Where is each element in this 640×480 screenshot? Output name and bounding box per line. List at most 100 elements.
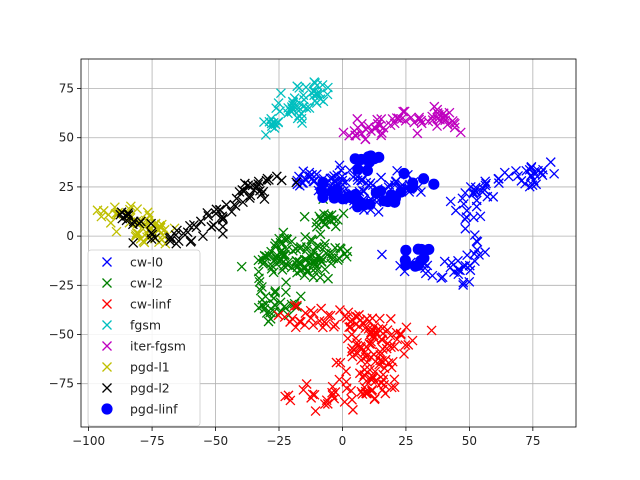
- data-point: [359, 347, 370, 358]
- data-point: [469, 248, 480, 259]
- data-point: [460, 260, 471, 271]
- data-point: [328, 253, 339, 264]
- data-point: [197, 231, 208, 242]
- data-point: [309, 176, 320, 187]
- data-point: [268, 293, 279, 304]
- data-point: [291, 255, 302, 266]
- data-point: [269, 123, 280, 134]
- data-point: [299, 254, 310, 265]
- legend-label-pgd-l2: pgd-l2: [130, 381, 170, 396]
- data-point: [493, 178, 504, 189]
- data-point: [325, 310, 336, 321]
- data-point: [265, 313, 276, 324]
- data-point: [264, 116, 275, 127]
- data-point: [311, 98, 322, 109]
- data-point: [418, 173, 430, 185]
- data-point: [465, 181, 476, 192]
- data-point: [311, 217, 322, 228]
- data-point: [395, 329, 406, 340]
- x-tick-label: −50: [203, 434, 228, 448]
- data-point: [135, 233, 146, 244]
- data-point: [253, 179, 264, 190]
- data-point: [356, 343, 367, 353]
- data-point: [256, 189, 267, 199]
- data-point: [415, 187, 426, 198]
- data-point: [342, 333, 353, 344]
- legend-label-cw-l2: cw-l2: [130, 276, 163, 291]
- data-point: [375, 185, 387, 197]
- data-point: [426, 325, 437, 336]
- data-point: [295, 291, 306, 302]
- data-point: [469, 230, 480, 241]
- data-point: [359, 382, 370, 393]
- data-point: [464, 260, 475, 271]
- data-point: [376, 172, 387, 183]
- data-point: [206, 221, 217, 232]
- legend-marker-cw-l2: [102, 278, 112, 288]
- data-point: [453, 255, 463, 266]
- data-point: [125, 201, 136, 212]
- data-point: [376, 114, 387, 124]
- data-point: [367, 371, 378, 382]
- data-point: [308, 320, 319, 331]
- data-point: [156, 219, 167, 230]
- data-point: [461, 205, 472, 216]
- data-point: [526, 162, 537, 173]
- data-point: [146, 218, 157, 229]
- data-point: [372, 114, 383, 125]
- data-point: [268, 267, 279, 278]
- data-point: [503, 171, 514, 182]
- data-point: [347, 394, 357, 405]
- data-point: [334, 243, 345, 254]
- data-point: [347, 404, 358, 415]
- data-point: [436, 273, 447, 283]
- data-point: [269, 241, 280, 252]
- data-point: [270, 287, 281, 298]
- data-point: [283, 256, 294, 267]
- plot-area: [92, 77, 560, 417]
- y-tick-label: 0: [66, 229, 74, 243]
- data-point: [445, 196, 456, 207]
- data-point: [444, 107, 455, 118]
- data-point: [396, 114, 407, 124]
- y-tick-label: 25: [59, 180, 74, 194]
- data-point: [428, 178, 440, 190]
- data-point: [322, 398, 333, 409]
- data-point: [370, 356, 381, 367]
- data-point: [374, 313, 385, 324]
- data-point: [217, 228, 228, 239]
- data-point: [334, 160, 345, 171]
- data-point: [253, 176, 264, 187]
- data-point: [392, 334, 403, 345]
- data-point: [349, 153, 361, 165]
- data-point: [273, 310, 284, 321]
- data-point: [326, 210, 337, 220]
- data-point: [92, 205, 103, 216]
- legend-box: [87, 249, 201, 427]
- series-pgd-l2: [115, 171, 302, 249]
- x-tick-label: 25: [398, 434, 413, 448]
- data-point: [352, 122, 363, 133]
- data-point: [276, 245, 287, 256]
- data-point: [356, 175, 367, 186]
- data-point: [442, 119, 453, 130]
- data-point: [366, 126, 376, 136]
- data-point: [299, 94, 310, 105]
- data-point: [370, 123, 381, 133]
- data-point: [281, 277, 292, 288]
- data-point: [365, 150, 377, 162]
- data-point: [521, 165, 532, 176]
- data-point: [458, 277, 469, 288]
- data-point: [389, 374, 400, 385]
- data-point: [182, 227, 193, 238]
- data-point: [128, 216, 139, 227]
- data-point: [513, 170, 524, 181]
- data-point: [305, 313, 316, 323]
- data-point: [131, 228, 142, 239]
- data-point: [331, 357, 342, 368]
- data-point: [439, 111, 450, 122]
- data-point: [406, 112, 417, 123]
- data-point: [267, 260, 278, 271]
- data-point: [471, 195, 482, 206]
